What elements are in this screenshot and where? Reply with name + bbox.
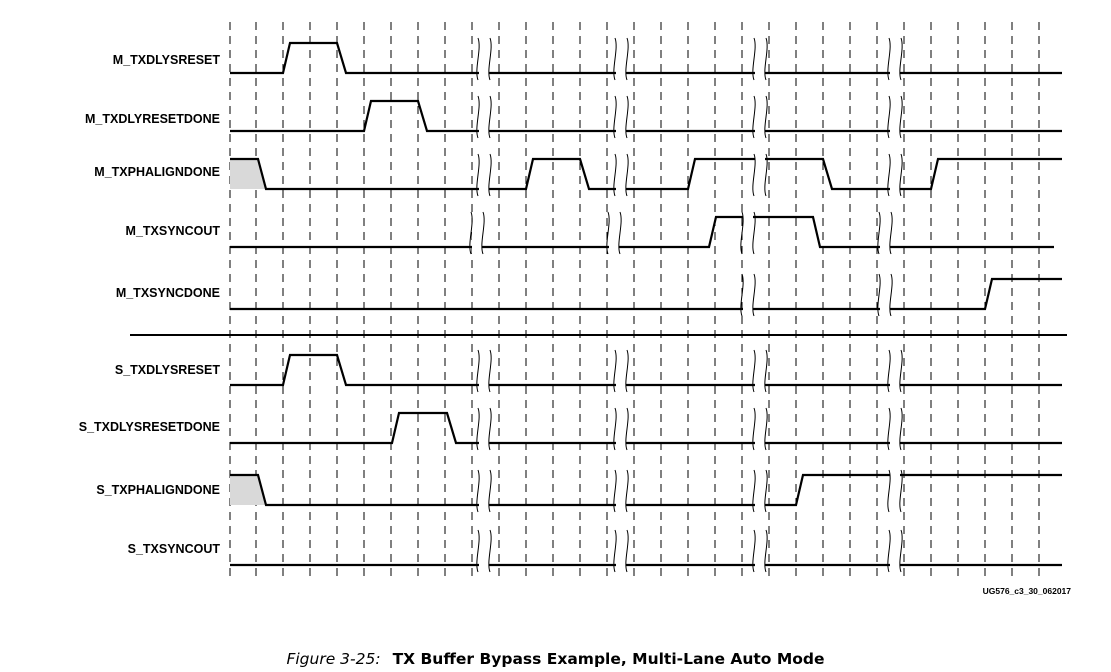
time-break-marker [476, 407, 492, 451]
time-break-marker [887, 95, 903, 139]
caption-title: TX Buffer Bypass Example, Multi-Lane Aut… [392, 650, 825, 668]
time-break-marker [613, 37, 629, 81]
undefined-state-region [230, 159, 266, 189]
waveform-trace [230, 99, 1062, 133]
time-break-marker [752, 469, 768, 513]
time-break-marker [613, 469, 629, 513]
signal-label: S_TXPHALIGNDONE [96, 483, 220, 497]
time-break-marker [613, 95, 629, 139]
time-break-marker [476, 469, 492, 513]
signal-label: S_TXDLYSRESET [115, 363, 220, 377]
time-break-marker [476, 153, 492, 197]
signal-label: M_TXDLYSRESET [113, 53, 221, 67]
signal-label: M_TXPHALIGNDONE [94, 165, 220, 179]
time-break-marker [887, 529, 903, 573]
waveform-trace [230, 473, 1062, 507]
time-break-marker [887, 37, 903, 81]
time-break-marker [740, 211, 756, 255]
signal-label: S_TXSYNCOUT [128, 542, 221, 556]
signal-label: S_TXDLYSRESETDONE [79, 420, 220, 434]
time-break-marker [887, 469, 903, 513]
clock-grid [229, 22, 1040, 582]
time-break-marker [613, 153, 629, 197]
time-break-marker [476, 95, 492, 139]
time-break-marker [877, 273, 893, 317]
waveform-trace [230, 157, 1062, 191]
time-break-marker [613, 529, 629, 573]
signal-label: M_TXSYNCDONE [116, 286, 220, 300]
signal-label: M_TXSYNCOUT [126, 224, 221, 238]
time-break-marker [476, 529, 492, 573]
signal-label: M_TXDLYRESETDONE [85, 112, 220, 126]
waveform-trace [230, 353, 1062, 387]
waveform-trace [230, 215, 1054, 249]
time-break-marker [887, 153, 903, 197]
time-break-marker [606, 211, 622, 255]
time-break-marker [469, 211, 485, 255]
undefined-state-region [230, 475, 266, 505]
time-break-marker [752, 349, 768, 393]
time-break-marker [476, 349, 492, 393]
time-break-marker [740, 273, 756, 317]
time-break-marker [752, 153, 768, 197]
time-break-marker [613, 407, 629, 451]
caption-label: Figure 3-25: [286, 650, 381, 668]
time-break-marker [752, 95, 768, 139]
figure-caption: Figure 3-25: TX Buffer Bypass Example, Mu… [0, 650, 1111, 668]
time-break-marker [752, 407, 768, 451]
waveform-trace [230, 411, 1062, 445]
time-break-marker [752, 37, 768, 81]
time-break-marker [877, 211, 893, 255]
waveform-trace [230, 41, 1062, 75]
time-break-marker [887, 407, 903, 451]
time-break-marker [476, 37, 492, 81]
waveform-trace [230, 277, 1062, 311]
time-break-marker [887, 349, 903, 393]
time-break-marker [613, 349, 629, 393]
time-break-marker [752, 529, 768, 573]
figure-id: UG576_c3_30_062017 [983, 586, 1072, 596]
